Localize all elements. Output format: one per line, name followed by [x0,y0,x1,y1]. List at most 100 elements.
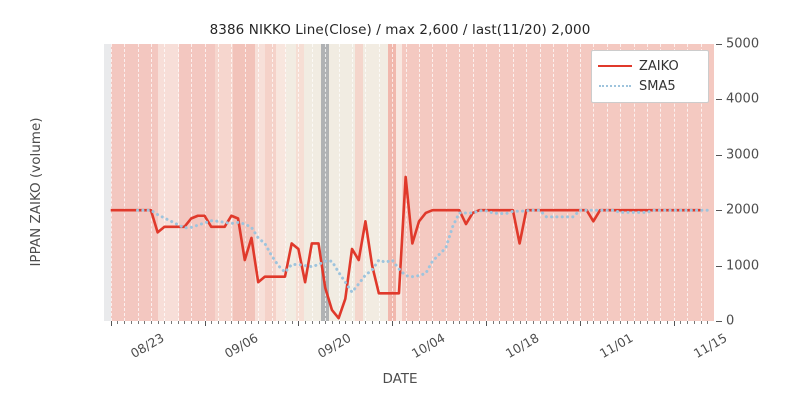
gridline [646,44,649,321]
x-tick-mark-minor [425,321,427,324]
background-band [329,44,355,321]
x-tick-mark-minor [197,321,199,324]
y-tick-mark [716,99,722,101]
x-tick-mark-minor [318,321,320,324]
x-tick-mark-minor [680,321,682,324]
x-tick-mark-minor [700,321,702,324]
x-tick-mark-minor [573,321,575,324]
background-band [232,44,255,321]
x-tick-mark-minor [419,321,421,324]
x-tick-mark-major [110,321,112,326]
x-tick-mark-minor [191,321,193,324]
x-tick-mark-major [298,321,300,326]
x-tick-mark-minor [439,321,441,324]
y-tick-label: 2000 [726,202,760,218]
y-tick-mark [716,210,722,212]
series-lines [110,175,709,320]
y-tick-label: 0 [726,313,735,329]
x-tick-mark-minor [506,321,508,324]
chart-legend[interactable]: ZAIKO SMA5 [591,50,709,103]
y-tick-label: 3000 [726,147,760,163]
y-tick-label: 5000 [726,36,760,52]
x-tick-mark-minor [533,321,534,324]
x-tick-mark-minor [217,321,219,324]
x-tick-mark-minor [164,321,166,324]
x-tick-mark-minor [325,321,327,324]
x-tick-mark-minor [606,321,608,324]
x-tick-mark-minor [613,321,615,324]
x-tick-mark-minor [445,321,447,324]
x-tick-mark-minor [626,321,628,324]
legend-label-sma5: SMA5 [639,78,676,94]
gridline [392,44,394,321]
gridline [539,44,542,321]
gridline [311,44,314,321]
x-tick-mark-minor [620,321,622,324]
background-band [396,44,402,321]
gridline [553,44,555,321]
gridline [512,44,515,321]
gridline [459,44,461,321]
x-tick-mark-minor [358,321,360,324]
x-tick-mark-minor [331,321,333,324]
x-tick-mark-minor [157,321,159,324]
x-tick-label: 09/06 [221,330,261,362]
gridline [593,44,595,321]
gridline [284,44,287,321]
x-tick-mark-minor [600,321,602,324]
gridline [258,44,260,321]
gridline [338,44,341,321]
gridline [633,44,636,321]
gridline [579,44,582,321]
background-band [275,44,287,321]
legend-item-sma5[interactable]: SMA5 [598,76,702,96]
legend-swatch-solid-icon [598,59,632,73]
x-tick-mark-minor [479,321,481,324]
x-tick-mark-minor [378,321,380,324]
x-tick-mark-minor [687,321,689,324]
x-tick-mark-minor [238,321,240,324]
x-tick-mark-minor [412,321,414,324]
x-tick-mark-minor [559,321,561,324]
gridline [526,44,528,321]
gridline [298,44,300,321]
x-tick-mark-minor [499,321,501,324]
y-tick-mark [716,154,722,156]
x-tick-mark-minor [291,321,293,324]
chart-title: 8386 NIKKO Line(Close) / max 2,600 / las… [209,22,591,38]
x-tick-mark-minor [432,321,434,324]
legend-label-zaiko: ZAIKO [639,58,679,74]
x-tick-mark-minor [124,321,126,324]
x-tick-label: 08/23 [127,330,167,362]
background-band [321,44,330,321]
x-tick-mark-minor [693,321,695,324]
x-tick-mark-minor [251,321,253,324]
y-tick-label: 1000 [726,258,760,274]
series-line-sma5 [136,208,709,294]
x-tick-mark-minor [150,321,152,324]
y-tick-mark [716,44,722,45]
gridline [432,44,434,321]
gridline [164,44,166,321]
x-tick-mark-major [486,321,488,326]
legend-swatch-dotted-icon [598,79,632,93]
gridline [244,44,247,321]
gridline [110,44,113,321]
background-band [214,44,233,321]
x-tick-mark-major [579,321,581,326]
x-tick-mark-minor [385,321,387,324]
gridline [445,44,448,321]
gridline [365,44,367,321]
x-tick-label: 10/04 [409,330,448,362]
x-tick-mark-minor [646,321,648,324]
background-band [179,44,215,321]
legend-item-zaiko[interactable]: ZAIKO [598,56,702,76]
x-tick-mark-minor [526,321,528,324]
x-tick-mark-minor [472,321,474,324]
gridline [486,44,488,321]
x-tick-mark-minor [171,321,173,324]
gridline [620,44,622,321]
x-tick-label: 09/20 [315,330,354,362]
gridline [472,44,475,321]
